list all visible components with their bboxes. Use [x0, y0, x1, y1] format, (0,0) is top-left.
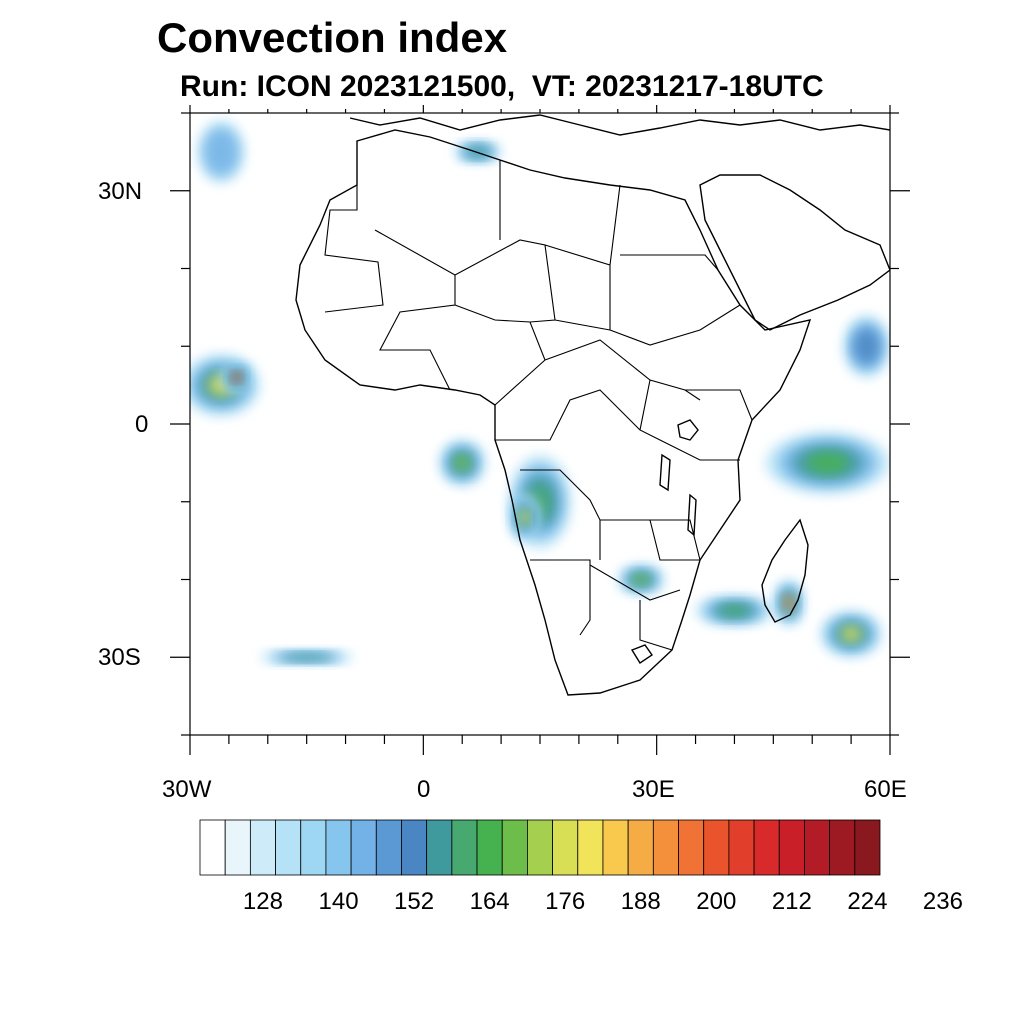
colorbar-swatch	[275, 819, 302, 876]
lat-label-0: 0	[135, 411, 149, 438]
colorbar-tick-label: 200	[696, 888, 737, 915]
colorbar-swatch	[426, 819, 453, 876]
colorbar-swatch	[476, 819, 503, 876]
lon-label-0: 0	[417, 776, 431, 803]
colorbar-swatch	[728, 819, 755, 876]
colorbar-swatch	[401, 819, 428, 876]
colorbar-swatch	[300, 819, 327, 876]
arabia-coastline	[699, 174, 890, 331]
colorbar-swatch	[627, 819, 654, 876]
convection-cell-north-atlantic	[202, 127, 240, 177]
lat-label-30n: 30N	[98, 178, 143, 205]
coastline-layer	[295, 114, 890, 696]
lon-label-30e: 30E	[632, 776, 675, 803]
europe-coastline	[349, 114, 890, 136]
convection-cell-gulf-of-guinea	[454, 454, 471, 471]
convection-cell-madagascar	[783, 594, 795, 611]
colorbar-swatch	[224, 819, 251, 876]
colorbar-swatch	[678, 819, 705, 876]
colorbar-swatch	[703, 819, 730, 876]
colorbar-tick-label: 236	[922, 888, 963, 915]
colorbar-swatch	[249, 819, 276, 876]
colorbar-swatch	[375, 819, 402, 876]
colorbar-swatch	[778, 819, 805, 876]
convection-cell-arabian-sea	[853, 328, 880, 364]
map-subtitle: Run: ICON 2023121500, VT: 20231217-18UTC	[180, 70, 824, 103]
colorbar-swatch	[602, 819, 629, 876]
convection-cell-zambia	[633, 574, 650, 585]
colorbar-swatch	[451, 819, 478, 876]
colorbar-swatch	[350, 819, 377, 876]
colorbar-swatch	[829, 819, 856, 876]
colorbar-tick-label: 212	[771, 888, 812, 915]
colorbar-tick-label: 164	[469, 888, 510, 915]
colorbar	[199, 819, 881, 876]
colorbar-tick-label: 128	[242, 888, 283, 915]
colorbar-swatch	[527, 819, 553, 876]
colorbar-tick-label: 140	[318, 888, 359, 915]
colorbar-swatch	[552, 819, 579, 876]
lake-malawi	[687, 493, 697, 537]
colorbar-swatch	[501, 819, 528, 876]
colorbar-tick-label: 224	[847, 888, 888, 915]
colorbar-swatch	[199, 819, 226, 876]
colorbar-swatch	[753, 819, 780, 876]
convection-cell-south-atlantic-band	[280, 652, 333, 662]
country-borders	[324, 160, 753, 651]
colorbar-swatch	[325, 819, 352, 876]
lat-label-30s: 30S	[98, 644, 141, 671]
map-title: Convection index	[157, 14, 508, 61]
colorbar-swatch	[577, 819, 604, 876]
axis-ticks	[170, 105, 910, 755]
convection-cell-west-indian-ocean	[806, 452, 849, 474]
lesotho-border	[630, 644, 653, 664]
convection-field	[190, 120, 890, 666]
convection-cell-tropical-atlantic-core	[231, 372, 242, 383]
colorbar-swatch	[854, 819, 881, 876]
lake-victoria	[677, 419, 699, 441]
lake-tanganyika	[659, 453, 671, 492]
map-frame	[189, 112, 891, 736]
lon-label-30w: 30W	[162, 776, 212, 803]
colorbar-tick-label: 152	[394, 888, 435, 915]
convection-cell-mozambique-channel	[721, 605, 748, 616]
colorbar-swatch	[652, 819, 679, 876]
colorbar-tick-label: 188	[620, 888, 661, 915]
lon-label-60e: 60E	[864, 776, 907, 803]
madagascar-coastline	[761, 518, 809, 623]
convection-cell-angola	[519, 509, 530, 526]
colorbar-swatch	[804, 819, 831, 876]
convection-cell-madagascar-east	[840, 625, 862, 642]
colorbar-tick-label: 176	[545, 888, 586, 915]
